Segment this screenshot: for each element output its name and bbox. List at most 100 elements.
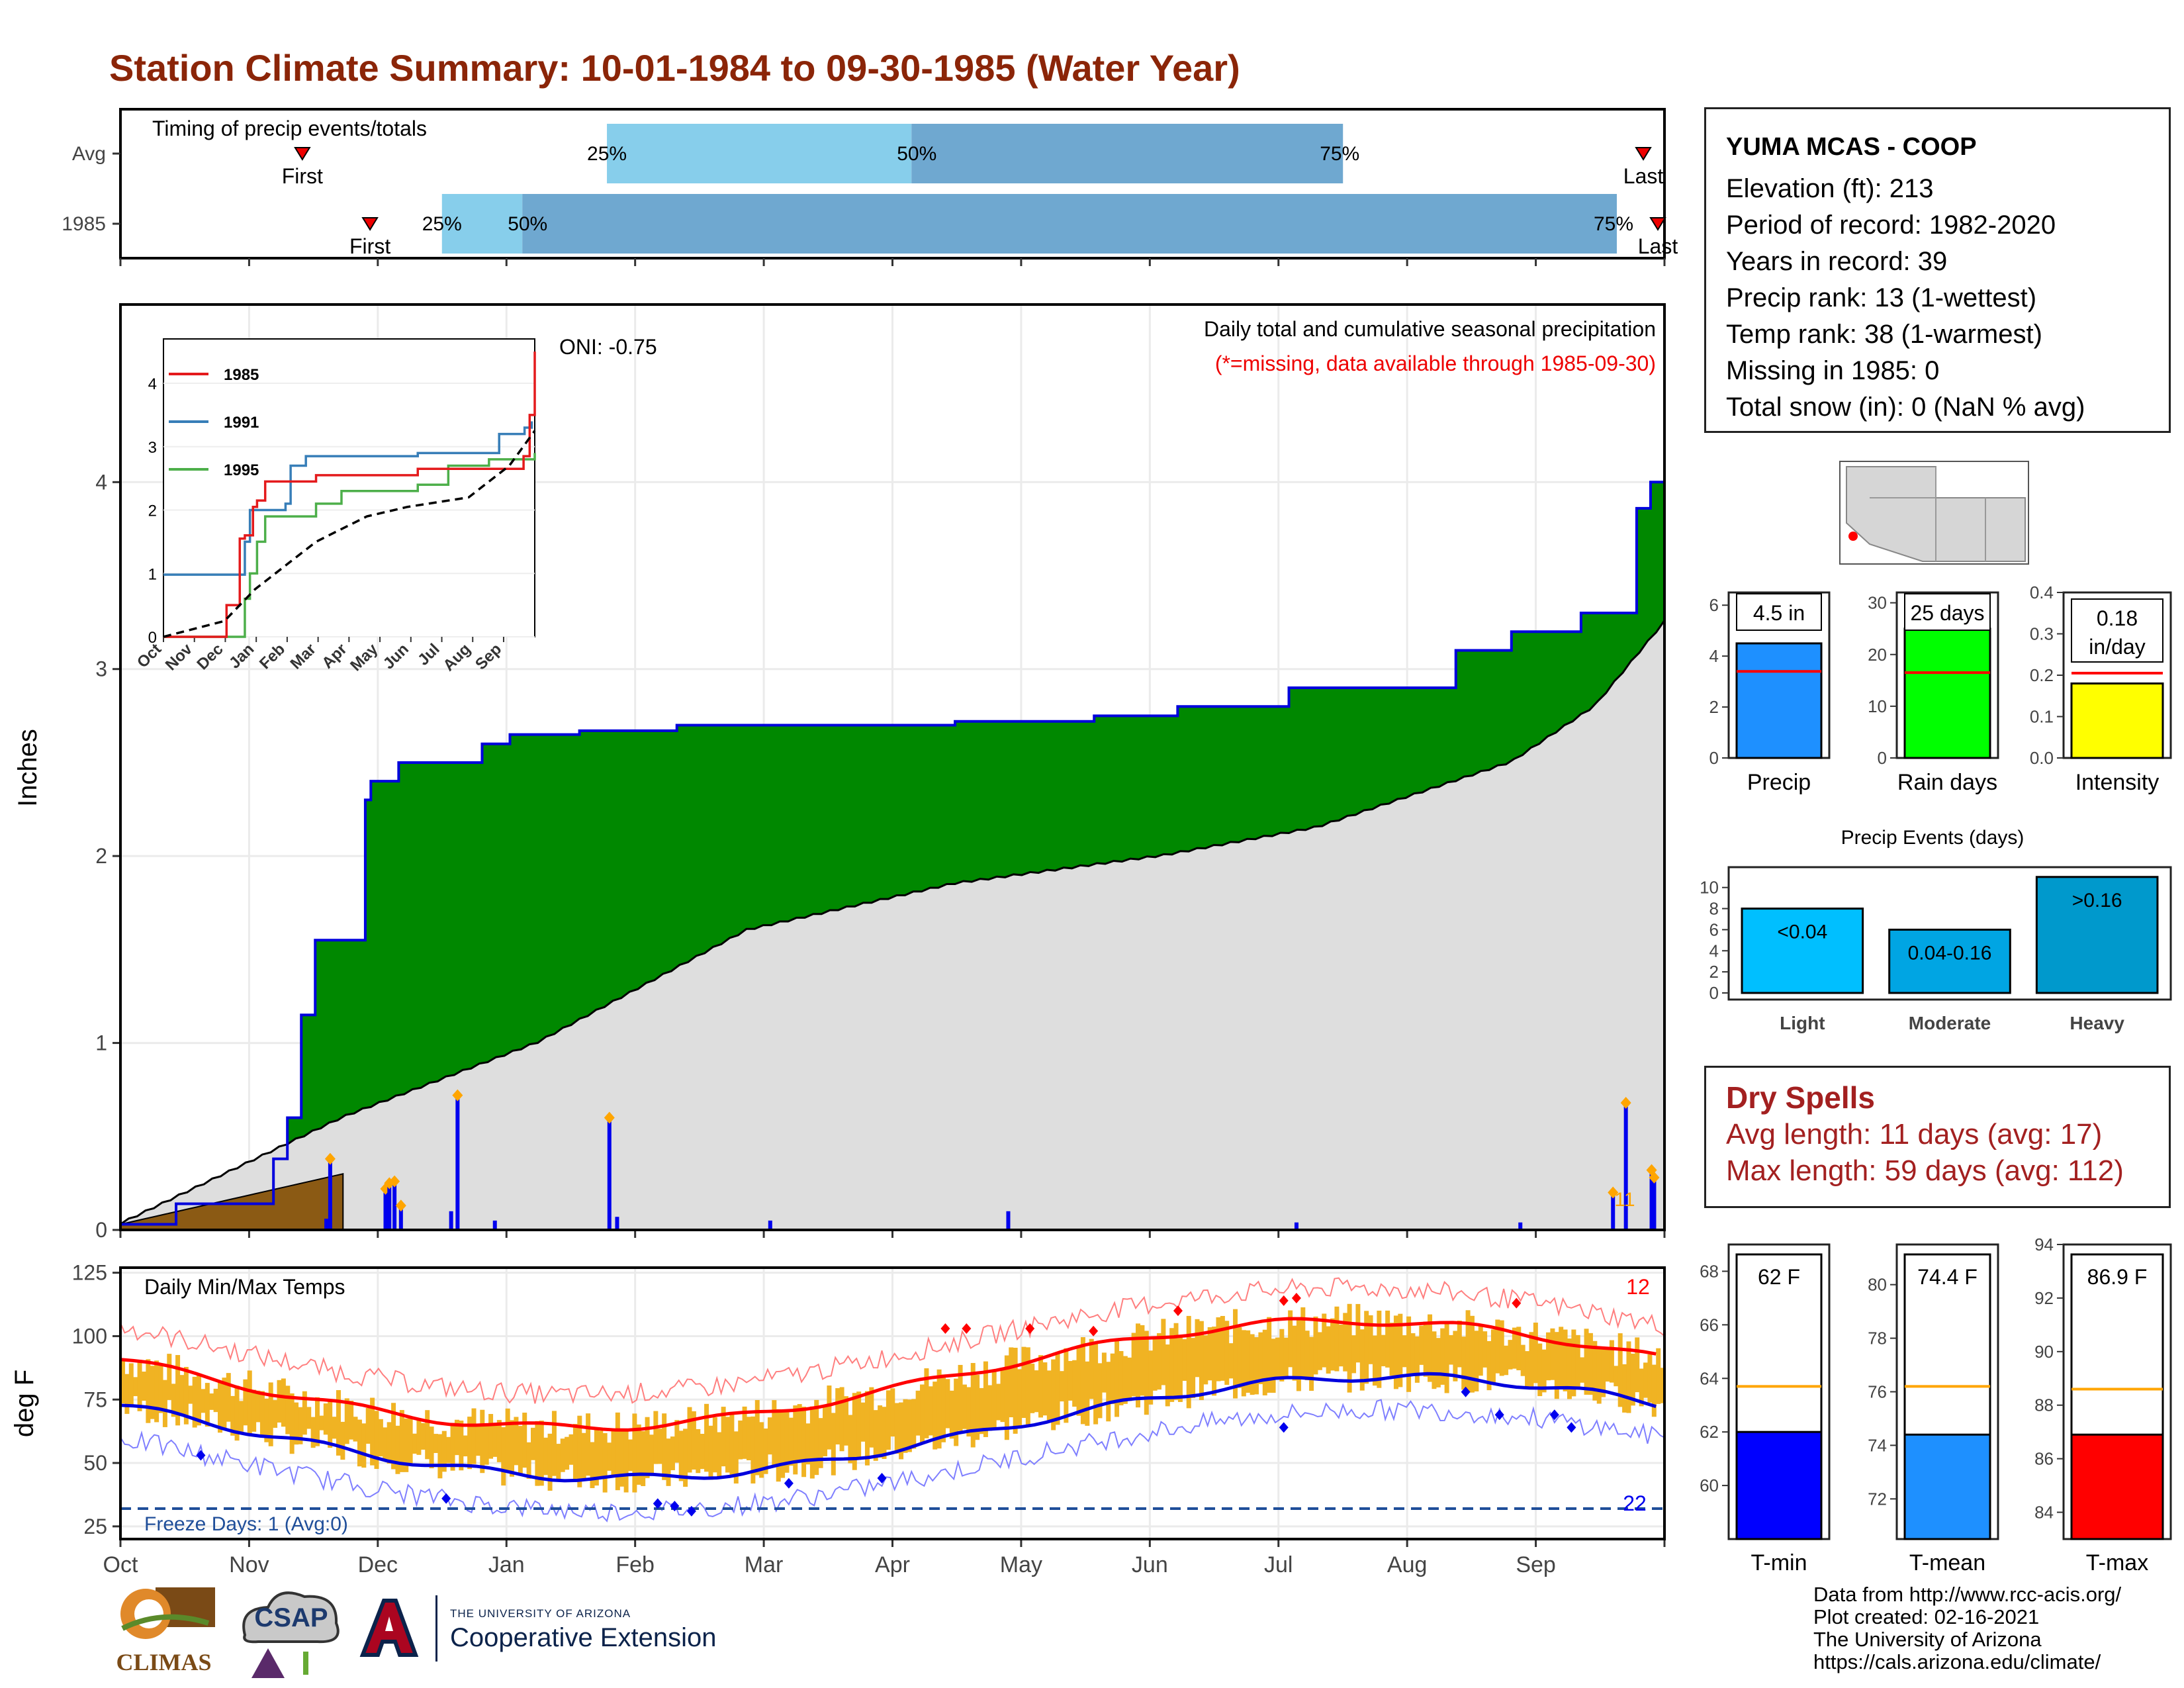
temp-daily-range-bar — [226, 1373, 231, 1422]
temp-daily-range-bar — [1322, 1313, 1327, 1368]
temp-daily-range-bar — [1533, 1323, 1538, 1383]
temp-summary-tick-label: 78 — [1868, 1329, 1887, 1348]
month-label: Nov — [229, 1552, 269, 1577]
temp-daily-range-bar — [784, 1409, 790, 1473]
temp-daily-range-bar — [1469, 1315, 1475, 1393]
temp-daily-range-bar — [1156, 1333, 1161, 1390]
temp-daily-range-bar — [1228, 1343, 1234, 1379]
temp-daily-range-bar — [1546, 1332, 1551, 1381]
temp-daily-range-bar — [928, 1386, 933, 1436]
temp-daily-range-bar — [662, 1413, 667, 1480]
month-label: Jun — [1132, 1552, 1168, 1577]
temp-daily-range-bar — [150, 1366, 155, 1419]
summary-tick-label: 10 — [1868, 696, 1887, 716]
temp-summary-value: 86.9 F — [2087, 1265, 2148, 1289]
temp-daily-range-bar — [535, 1421, 540, 1486]
temp-daily-range-bar — [1520, 1344, 1525, 1376]
temp-daily-range-bar — [869, 1387, 874, 1448]
temp-daily-range-bar — [340, 1421, 345, 1460]
temp-daily-range-bar — [903, 1399, 908, 1453]
temp-daily-range-bar — [1300, 1307, 1306, 1380]
temp-daily-range-bar — [328, 1399, 333, 1448]
precip-tick-label: 3 — [95, 657, 107, 681]
temp-daily-range-bar — [1516, 1327, 1522, 1371]
temp-summary-tick-label: 74 — [1868, 1435, 1887, 1455]
temp-daily-range-bar — [746, 1417, 751, 1460]
temp-daily-range-bar — [924, 1368, 929, 1438]
temp-daily-range-bar — [501, 1427, 506, 1486]
footer-line: The University of Arizona — [1813, 1628, 2042, 1651]
temp-daily-range-bar — [441, 1430, 447, 1472]
timing-bar-q1 — [607, 124, 912, 183]
temp-daily-range-bar — [704, 1403, 709, 1472]
temp-daily-range-bar — [565, 1436, 570, 1470]
record-high-marker — [1512, 1297, 1522, 1309]
temp-daily-range-bar — [1474, 1331, 1479, 1391]
climas-logo-swoosh — [121, 1614, 210, 1631]
temp-summary-label: T-min — [1751, 1550, 1807, 1575]
temp-daily-range-bar — [1554, 1332, 1559, 1399]
temp-daily-range-bar — [1042, 1362, 1048, 1416]
temp-daily-range-bar — [133, 1377, 138, 1397]
precip-event-marker — [324, 1152, 336, 1165]
temp-daily-range-bar — [649, 1434, 654, 1474]
station-line: Missing in 1985: 0 — [1726, 356, 1940, 385]
temp-daily-range-bar — [484, 1424, 489, 1465]
temp-daily-range-bar — [1177, 1336, 1183, 1402]
temp-daily-range-bar — [949, 1390, 954, 1439]
summary-value-label: 0.18 — [2097, 606, 2138, 630]
temp-daily-range-bar — [183, 1366, 189, 1425]
temp-daily-range-bar — [264, 1398, 269, 1442]
temp-daily-range-bar — [1144, 1331, 1149, 1415]
temp-daily-range-bar — [602, 1432, 608, 1493]
temp-daily-range-bar — [1368, 1315, 1373, 1364]
oni-label: ONI: -0.75 — [559, 335, 657, 359]
temp-daily-range-bar — [344, 1398, 349, 1444]
temp-daily-range-bar — [128, 1363, 134, 1407]
temp-daily-range-bar — [1059, 1371, 1064, 1402]
temp-daily-range-bar — [1046, 1370, 1052, 1421]
temp-daily-range-bar — [831, 1413, 836, 1476]
temp-summary-bar — [1903, 1433, 1991, 1540]
temp-daily-range-bar — [551, 1411, 557, 1476]
temp-daily-range-bar — [1381, 1335, 1386, 1366]
temp-daily-range-bar — [273, 1400, 278, 1428]
record-low-marker — [1567, 1422, 1576, 1433]
temp-header: Daily Min/Max Temps — [144, 1275, 345, 1299]
precip-daily-bar — [607, 1117, 612, 1230]
temp-daily-range-bar — [1122, 1356, 1128, 1404]
record-low-marker — [686, 1505, 696, 1517]
precip-daily-bar — [392, 1181, 397, 1230]
temp-daily-range-bar — [1017, 1369, 1023, 1429]
temp-daily-range-bar — [154, 1360, 159, 1423]
csap-cactus-icon — [303, 1652, 308, 1675]
record-high-marker — [1089, 1325, 1099, 1336]
temp-daily-range-bar — [285, 1385, 291, 1434]
temp-daily-range-bar — [1224, 1321, 1230, 1385]
temp-daily-range-bar — [611, 1428, 616, 1477]
temp-daily-range-bar — [514, 1417, 519, 1466]
inset-average-line — [163, 430, 536, 638]
precip-daily-bar — [328, 1158, 332, 1230]
precip-count-label: 11 — [1614, 1189, 1635, 1211]
temp-daily-range-bar — [1461, 1336, 1467, 1390]
temp-daily-range-bar — [158, 1365, 163, 1413]
temp-daily-range-bar — [310, 1417, 316, 1448]
temp-daily-range-bar — [1482, 1331, 1488, 1368]
temp-summary-tick-label: 90 — [2034, 1342, 2054, 1362]
temp-daily-range-bar — [598, 1430, 604, 1478]
timing-p75-label: 75% — [1320, 143, 1359, 165]
temp-daily-range-bar — [1106, 1362, 1111, 1422]
temp-daily-range-bar — [146, 1359, 151, 1423]
first-event-marker — [294, 147, 311, 161]
temp-daily-range-bar — [653, 1411, 659, 1464]
temp-daily-range-bar — [788, 1417, 794, 1466]
record-high-marker — [1173, 1305, 1183, 1317]
temp-daily-range-bar — [526, 1442, 531, 1479]
temp-daily-range-bar — [729, 1413, 735, 1477]
csap-cloud-icon — [242, 1591, 340, 1644]
temp-daily-range-bar — [259, 1391, 265, 1436]
temp-daily-range-bar — [894, 1403, 899, 1454]
temp-tick-label: 100 — [72, 1324, 107, 1348]
temp-daily-range-bar — [1148, 1350, 1154, 1405]
